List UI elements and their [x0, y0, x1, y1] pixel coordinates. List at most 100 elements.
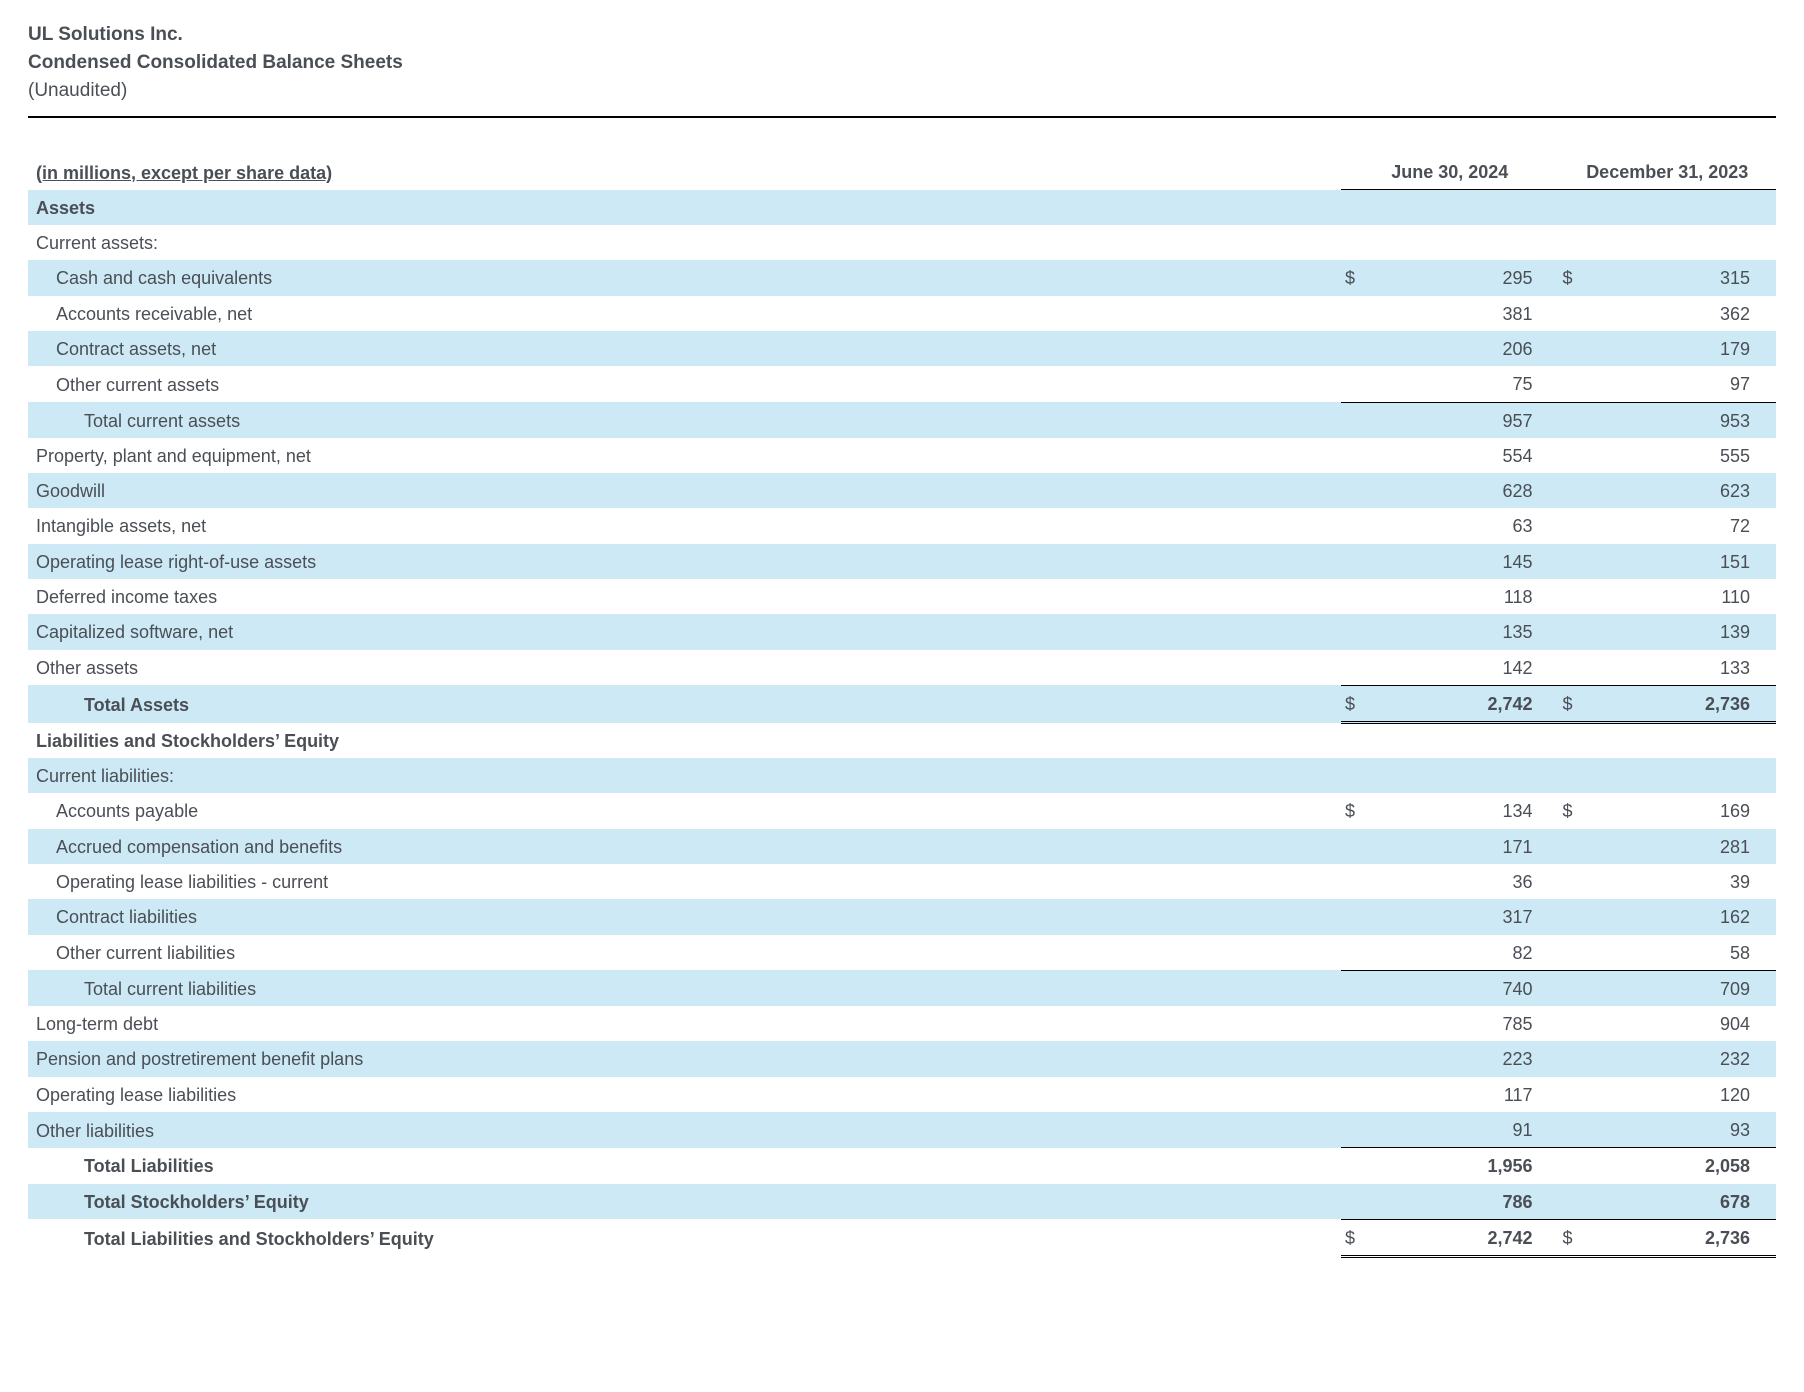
- cell-gap: [1758, 260, 1776, 295]
- cell-value: 145: [1381, 544, 1541, 579]
- row-label: Accounts receivable, net: [28, 296, 1341, 331]
- table-row: Accrued compensation and benefits171281: [28, 829, 1776, 864]
- table-row: Total current liabilities740709: [28, 970, 1776, 1006]
- row-label: Accrued compensation and benefits: [28, 829, 1341, 864]
- row-label: Long-term debt: [28, 1006, 1341, 1041]
- cell-value: 2,742: [1381, 1219, 1541, 1256]
- cell-value: 151: [1598, 544, 1758, 579]
- cell-gap: [1541, 1148, 1559, 1184]
- cell-gap: [1758, 1112, 1776, 1148]
- cell-value: 97: [1598, 366, 1758, 402]
- cell-gap: [1541, 829, 1559, 864]
- currency-symbol: [1341, 899, 1381, 934]
- currency-symbol: [1559, 970, 1599, 1006]
- company-name: UL Solutions Inc.: [28, 24, 1776, 46]
- currency-symbol: [1559, 1006, 1599, 1041]
- cell-value: 223: [1381, 1041, 1541, 1076]
- cell-value: 75: [1381, 366, 1541, 402]
- cell-gap: [1758, 1219, 1776, 1256]
- cell-value: 58: [1598, 935, 1758, 971]
- row-label: Total Liabilities: [28, 1148, 1341, 1184]
- table-row: Other assets142133: [28, 650, 1776, 686]
- cell-value: 82: [1381, 935, 1541, 971]
- cell-value: 623: [1598, 473, 1758, 508]
- cell-gap: [1541, 970, 1559, 1006]
- table-row: Total Liabilities and Stockholders’ Equi…: [28, 1219, 1776, 1256]
- cell-gap: [1541, 331, 1559, 366]
- cell-gap: [1758, 935, 1776, 971]
- cell-gap: [1541, 1006, 1559, 1041]
- row-label: Total current liabilities: [28, 970, 1341, 1006]
- table-row: Assets: [28, 190, 1776, 225]
- currency-symbol: [1559, 331, 1599, 366]
- currency-symbol: [1559, 829, 1599, 864]
- currency-symbol: [1341, 614, 1381, 649]
- cell-gap: [1758, 1077, 1776, 1112]
- empty-cell: [1541, 190, 1559, 225]
- empty-cell: [1341, 723, 1381, 758]
- row-label: Operating lease liabilities - current: [28, 864, 1341, 899]
- table-row: Contract liabilities317162: [28, 899, 1776, 934]
- cell-value: 162: [1598, 899, 1758, 934]
- cell-gap: [1758, 650, 1776, 686]
- currency-symbol: [1559, 650, 1599, 686]
- col-header-2: December 31, 2023: [1559, 154, 1777, 190]
- empty-cell: [1559, 225, 1599, 260]
- table-row: Capitalized software, net135139: [28, 614, 1776, 649]
- cell-gap: [1758, 970, 1776, 1006]
- cell-gap: [1758, 1148, 1776, 1184]
- currency-symbol: [1559, 614, 1599, 649]
- currency-symbol: [1559, 544, 1599, 579]
- currency-symbol: [1341, 473, 1381, 508]
- cell-gap: [1758, 296, 1776, 331]
- row-label: Assets: [28, 190, 1341, 225]
- cell-value: 786: [1381, 1184, 1541, 1220]
- top-rule: [28, 116, 1776, 118]
- cell-gap: [1541, 544, 1559, 579]
- row-label: Current assets:: [28, 225, 1341, 260]
- row-label: Other current assets: [28, 366, 1341, 402]
- row-label: Capitalized software, net: [28, 614, 1341, 649]
- currency-symbol: [1559, 402, 1599, 438]
- table-row: Long-term debt785904: [28, 1006, 1776, 1041]
- table-row: Deferred income taxes118110: [28, 579, 1776, 614]
- cell-gap: [1758, 864, 1776, 899]
- cell-value: 118: [1381, 579, 1541, 614]
- cell-gap: [1758, 473, 1776, 508]
- empty-cell: [1559, 758, 1599, 793]
- cell-gap: [1758, 579, 1776, 614]
- cell-value: 904: [1598, 1006, 1758, 1041]
- cell-gap: [1758, 685, 1776, 722]
- cell-gap: [1541, 508, 1559, 543]
- cell-value: 317: [1381, 899, 1541, 934]
- empty-cell: [1598, 758, 1758, 793]
- row-label: Total Liabilities and Stockholders’ Equi…: [28, 1219, 1341, 1256]
- table-row: Liabilities and Stockholders’ Equity: [28, 723, 1776, 758]
- table-row: Other current assets 75 97: [28, 366, 1776, 402]
- currency-symbol: $: [1559, 1219, 1599, 1256]
- cell-value: 709: [1598, 970, 1758, 1006]
- currency-symbol: [1559, 296, 1599, 331]
- cell-value: 63: [1381, 508, 1541, 543]
- currency-symbol: [1559, 1077, 1599, 1112]
- row-label: Property, plant and equipment, net: [28, 438, 1341, 473]
- cell-gap: [1541, 260, 1559, 295]
- cell-gap: [1541, 864, 1559, 899]
- table-row: Property, plant and equipment, net554555: [28, 438, 1776, 473]
- empty-cell: [1541, 723, 1559, 758]
- empty-cell: [1598, 190, 1758, 225]
- cell-value: 2,742: [1381, 685, 1541, 722]
- currency-symbol: [1559, 438, 1599, 473]
- column-header-row: (in millions, except per share data) Jun…: [28, 154, 1776, 190]
- cell-value: 72: [1598, 508, 1758, 543]
- cell-gap: [1541, 473, 1559, 508]
- table-row: Operating lease right-of-use assets14515…: [28, 544, 1776, 579]
- cell-value: 169: [1598, 793, 1758, 828]
- empty-cell: [1559, 190, 1599, 225]
- table-row: Other current liabilities8258: [28, 935, 1776, 971]
- currency-symbol: [1341, 331, 1381, 366]
- row-label: Total Assets: [28, 685, 1341, 722]
- currency-symbol: [1341, 1006, 1381, 1041]
- empty-cell: [1559, 723, 1599, 758]
- cell-gap: [1541, 935, 1559, 971]
